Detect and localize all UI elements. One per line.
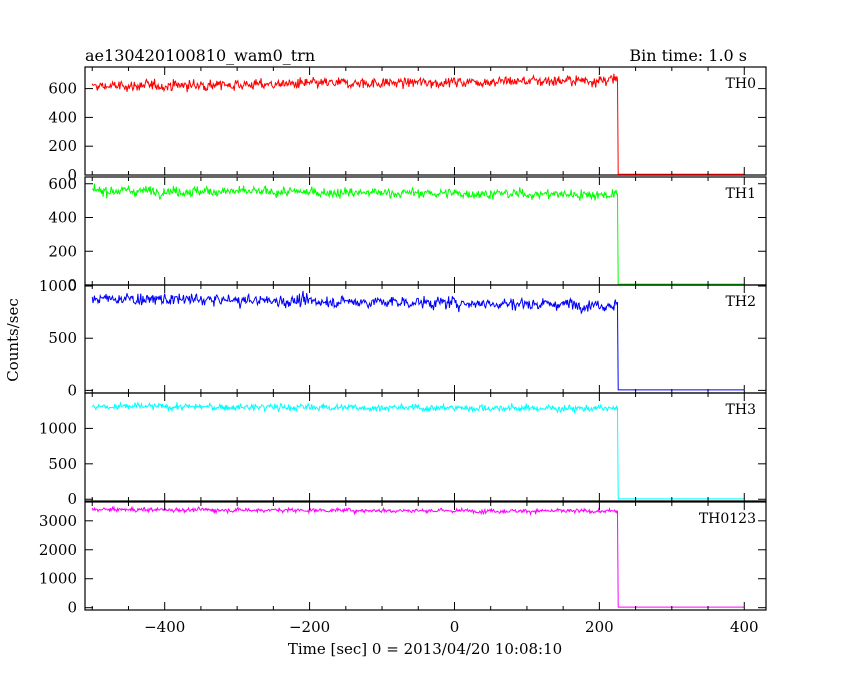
x-tick-label: −400 (144, 618, 185, 636)
y-tick-label: 1000 (39, 419, 77, 437)
y-axis-label: Counts/sec (4, 298, 22, 382)
y-tick-label: 0 (67, 599, 77, 617)
y-tick-label: 0 (67, 276, 77, 294)
panels-group: 0 200 400 600 TH0 0 200 400 600 TH1 0 500 1000 TH2 0 50… (39, 66, 767, 636)
y-tick-label: 1000 (39, 570, 77, 588)
panel-name-label: TH0123 (699, 511, 756, 527)
y-tick-label: 0 (67, 381, 77, 399)
panel-name-label: TH1 (726, 186, 756, 202)
panel-name-label: TH2 (726, 294, 756, 310)
series-line-th3 (91, 401, 745, 500)
panel-frame (84, 66, 767, 176)
x-tick-label: −200 (289, 618, 330, 636)
y-tick-label: 0 (67, 490, 77, 508)
y-tick-label: 500 (48, 455, 77, 473)
y-tick-label: 0 (67, 166, 77, 184)
y-tick-label: 200 (48, 242, 77, 260)
y-tick-label: 3000 (39, 512, 77, 530)
y-tick-label: 1000 (39, 277, 77, 295)
y-tick-label: 200 (48, 137, 77, 155)
x-axis-label: Time [sec] 0 = 2013/04/20 10:08:10 (288, 640, 562, 658)
y-tick-label: 500 (48, 329, 77, 347)
panel-th3: 0 500 1000 TH3 (39, 392, 767, 508)
x-tick-label: 200 (585, 618, 614, 636)
y-tick-label: 600 (48, 80, 77, 98)
y-tick-label: 400 (48, 108, 77, 126)
panel-th0: 0 200 400 600 TH0 (48, 66, 767, 184)
chart-title-left: ae130420100810_wam0_trn (85, 46, 315, 65)
series-line-th2 (91, 290, 745, 391)
chart-title-right: Bin time: 1.0 s (629, 46, 747, 65)
panel-frame (84, 392, 767, 502)
x-tick-label: 400 (730, 618, 759, 636)
y-tick-label: 2000 (39, 541, 77, 559)
panel-th0123: 0 1000 2000 3000 TH0123 (39, 501, 767, 617)
series-line-th0 (91, 73, 745, 175)
panel-frame (84, 501, 767, 611)
panel-name-label: TH3 (726, 402, 756, 418)
series-line-th1 (91, 183, 745, 285)
y-tick-label: 400 (48, 209, 77, 227)
x-tick-label: 0 (450, 618, 460, 636)
panel-name-label: TH0 (726, 76, 756, 92)
panel-th1: 0 200 400 600 TH1 (48, 175, 767, 294)
series-line-th0123 (91, 505, 745, 608)
y-tick-label: 600 (48, 175, 77, 193)
panel-th2: 0 500 1000 TH2 (39, 277, 767, 399)
